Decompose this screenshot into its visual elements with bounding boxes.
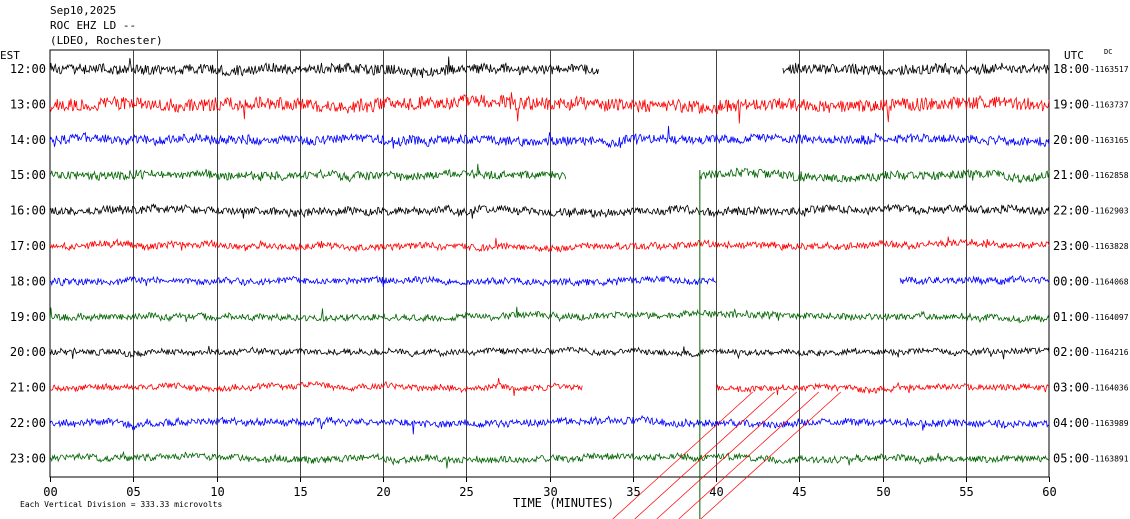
est-hour-label: 15:00 — [10, 168, 46, 182]
diagonal-line — [700, 391, 841, 519]
utc-hour-label: 18:00 — [1053, 62, 1089, 76]
est-hour-label: 13:00 — [10, 97, 46, 111]
diagonal-line — [634, 391, 775, 519]
trace-line — [49, 125, 1050, 149]
utc-hour-label: 05:00 — [1053, 451, 1089, 465]
est-hour-label: 12:00 — [10, 62, 46, 76]
diagonal-line — [656, 391, 797, 519]
x-tick-label: 40 — [709, 485, 723, 499]
dc-offset-label: -1164036 — [1090, 384, 1129, 393]
trace-line — [49, 275, 1050, 288]
est-hour-label: 17:00 — [10, 239, 46, 253]
utc-hour-label: 01:00 — [1053, 310, 1089, 324]
utc-hour-label: 03:00 — [1053, 381, 1089, 395]
scale-note: Each Vertical Division = 333.33 microvol… — [20, 500, 223, 509]
dc-offset-label: -1164216 — [1090, 348, 1129, 357]
trace-line — [49, 92, 1050, 124]
utc-hour-label: 02:00 — [1053, 345, 1089, 359]
est-hour-label: 18:00 — [10, 274, 46, 288]
trace-line — [49, 236, 1050, 253]
est-hour-label: 22:00 — [10, 416, 46, 430]
x-tick-label: 20 — [376, 485, 390, 499]
est-hour-label: 19:00 — [10, 310, 46, 324]
dc-offset-label: -1162858 — [1090, 171, 1129, 180]
diagonal-line — [678, 391, 819, 519]
x-tick-label: 45 — [792, 485, 806, 499]
trace-line — [50, 378, 1050, 397]
trace-line — [49, 450, 1050, 469]
x-tick-label: 55 — [959, 485, 973, 499]
dc-offset-label: -1164068 — [1090, 277, 1129, 286]
est-hour-label: 14:00 — [10, 133, 46, 147]
utc-hour-label: 21:00 — [1053, 168, 1089, 182]
x-tick-label: 35 — [626, 485, 640, 499]
x-tick-label: 60 — [1042, 485, 1056, 499]
x-tick-label: 25 — [459, 485, 473, 499]
trace-line — [49, 345, 1050, 360]
utc-label: UTC — [1064, 49, 1084, 62]
x-tick-label: 10 — [210, 485, 224, 499]
dc-offset-label: -1163891 — [1090, 454, 1129, 463]
x-axis-label: TIME (MINUTES) — [513, 496, 615, 510]
dc-offset-label: -1163737 — [1090, 100, 1129, 109]
dc-offset-label: -1163165 — [1090, 136, 1129, 145]
station-code: ROC EHZ LD -- — [50, 19, 137, 32]
x-tick-label: 15 — [293, 485, 307, 499]
dc-label: DC — [1104, 48, 1113, 56]
dc-offset-label: -1163828 — [1090, 242, 1129, 251]
utc-hour-label: 04:00 — [1053, 416, 1089, 430]
trace-line — [49, 306, 1050, 324]
dc-offset-label: -1163517 — [1090, 65, 1129, 74]
plot-frame — [49, 49, 1050, 478]
est-label: EST — [0, 49, 20, 62]
est-hour-label: 21:00 — [10, 381, 46, 395]
trace-line — [49, 163, 1050, 184]
diagonal-line — [612, 391, 753, 519]
utc-hour-label: 00:00 — [1053, 274, 1089, 288]
est-hour-label: 16:00 — [10, 204, 46, 218]
dc-offset-label: -1164097 — [1090, 313, 1129, 322]
x-tick-label: 50 — [876, 485, 890, 499]
utc-hour-label: 23:00 — [1053, 239, 1089, 253]
utc-hour-label: 22:00 — [1053, 204, 1089, 218]
est-hour-label: 20:00 — [10, 345, 46, 359]
trace-line — [49, 203, 1050, 219]
trace-line — [49, 56, 1050, 78]
plot-date: Sep10,2025 — [50, 4, 117, 17]
utc-hour-label: 20:00 — [1053, 133, 1089, 147]
utc-hour-label: 19:00 — [1053, 97, 1089, 111]
x-tick-label: 00 — [43, 485, 57, 499]
x-tick-label: 30 — [543, 485, 557, 499]
dc-offset-label: -1162903 — [1090, 207, 1129, 216]
trace-line — [49, 415, 1050, 435]
station-name: (LDEO, Rochester) — [50, 34, 163, 47]
dc-offset-label: -1163989 — [1090, 419, 1129, 428]
est-hour-label: 23:00 — [10, 451, 46, 465]
x-tick-label: 05 — [126, 485, 140, 499]
